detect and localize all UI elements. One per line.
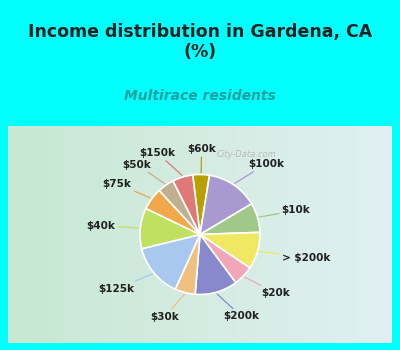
Text: $150k: $150k — [139, 148, 182, 175]
Text: Income distribution in Gardena, CA
(%): Income distribution in Gardena, CA (%) — [28, 23, 372, 62]
Text: $75k: $75k — [102, 179, 150, 198]
Text: Multirace residents: Multirace residents — [124, 89, 276, 103]
Wedge shape — [200, 204, 260, 234]
Wedge shape — [195, 234, 236, 294]
Text: $200k: $200k — [217, 294, 260, 321]
Text: > $200k: > $200k — [260, 251, 330, 263]
Wedge shape — [159, 181, 200, 235]
Text: $20k: $20k — [245, 277, 290, 298]
Text: $60k: $60k — [187, 144, 216, 173]
Wedge shape — [200, 175, 252, 234]
Text: $30k: $30k — [150, 294, 184, 322]
Wedge shape — [200, 234, 250, 283]
Wedge shape — [142, 234, 200, 289]
Text: $50k: $50k — [123, 160, 165, 184]
Wedge shape — [193, 175, 210, 235]
Text: $40k: $40k — [86, 220, 138, 231]
Text: $100k: $100k — [235, 159, 284, 183]
Wedge shape — [173, 175, 200, 234]
Text: City-Data.com: City-Data.com — [216, 150, 276, 159]
Wedge shape — [140, 209, 200, 249]
Wedge shape — [146, 190, 200, 234]
Text: $125k: $125k — [98, 274, 152, 294]
Wedge shape — [200, 232, 260, 268]
Text: $10k: $10k — [259, 205, 310, 217]
Wedge shape — [175, 234, 200, 294]
